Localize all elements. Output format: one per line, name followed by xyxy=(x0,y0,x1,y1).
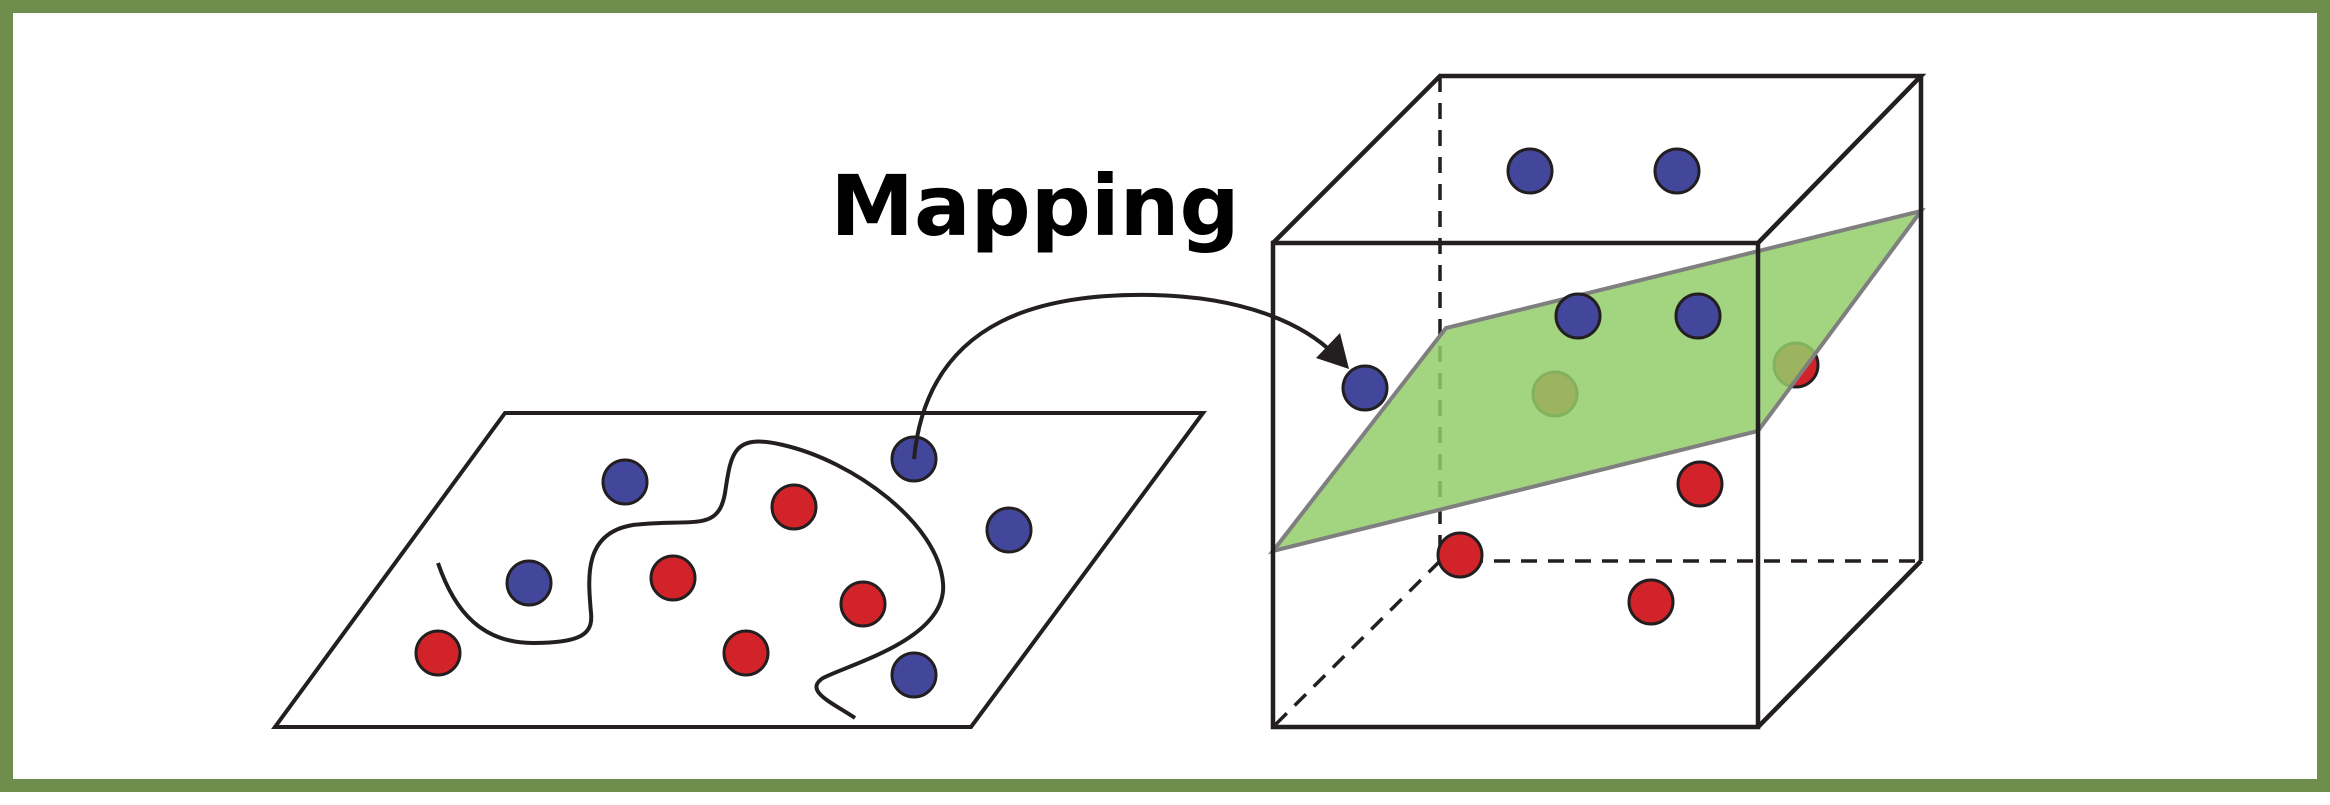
arrowhead-icon xyxy=(1316,333,1349,369)
blue-point xyxy=(1653,147,1701,195)
red-point xyxy=(770,483,818,531)
red-point xyxy=(649,554,697,602)
nonlinear-boundary xyxy=(436,439,946,720)
cube-edge xyxy=(1271,73,1927,245)
input-space xyxy=(271,411,1207,729)
red-point xyxy=(414,629,462,677)
input-plane xyxy=(271,411,1207,729)
blue-point xyxy=(1506,147,1554,195)
feature-space xyxy=(1267,73,1927,730)
red-point xyxy=(839,580,887,628)
blue-point xyxy=(985,506,1033,554)
blue-point xyxy=(1341,364,1389,412)
cube-front-face xyxy=(1270,240,1761,730)
diagram: Mapping xyxy=(271,73,1927,730)
mapping-arrow-curve xyxy=(912,292,1337,460)
blue-point xyxy=(1554,292,1602,340)
blue-point xyxy=(890,651,938,699)
red-point xyxy=(1436,531,1484,579)
red-point xyxy=(722,629,770,677)
cube-hidden-edge xyxy=(1271,559,1442,729)
red-point xyxy=(1627,578,1675,626)
blue-point xyxy=(601,458,649,506)
blue-point xyxy=(1674,292,1722,340)
cube-edge xyxy=(1756,559,1923,729)
mapping-arrow xyxy=(912,292,1349,460)
mapping-label: Mapping xyxy=(830,157,1239,255)
red-point xyxy=(1676,460,1724,508)
blue-point xyxy=(505,559,553,607)
